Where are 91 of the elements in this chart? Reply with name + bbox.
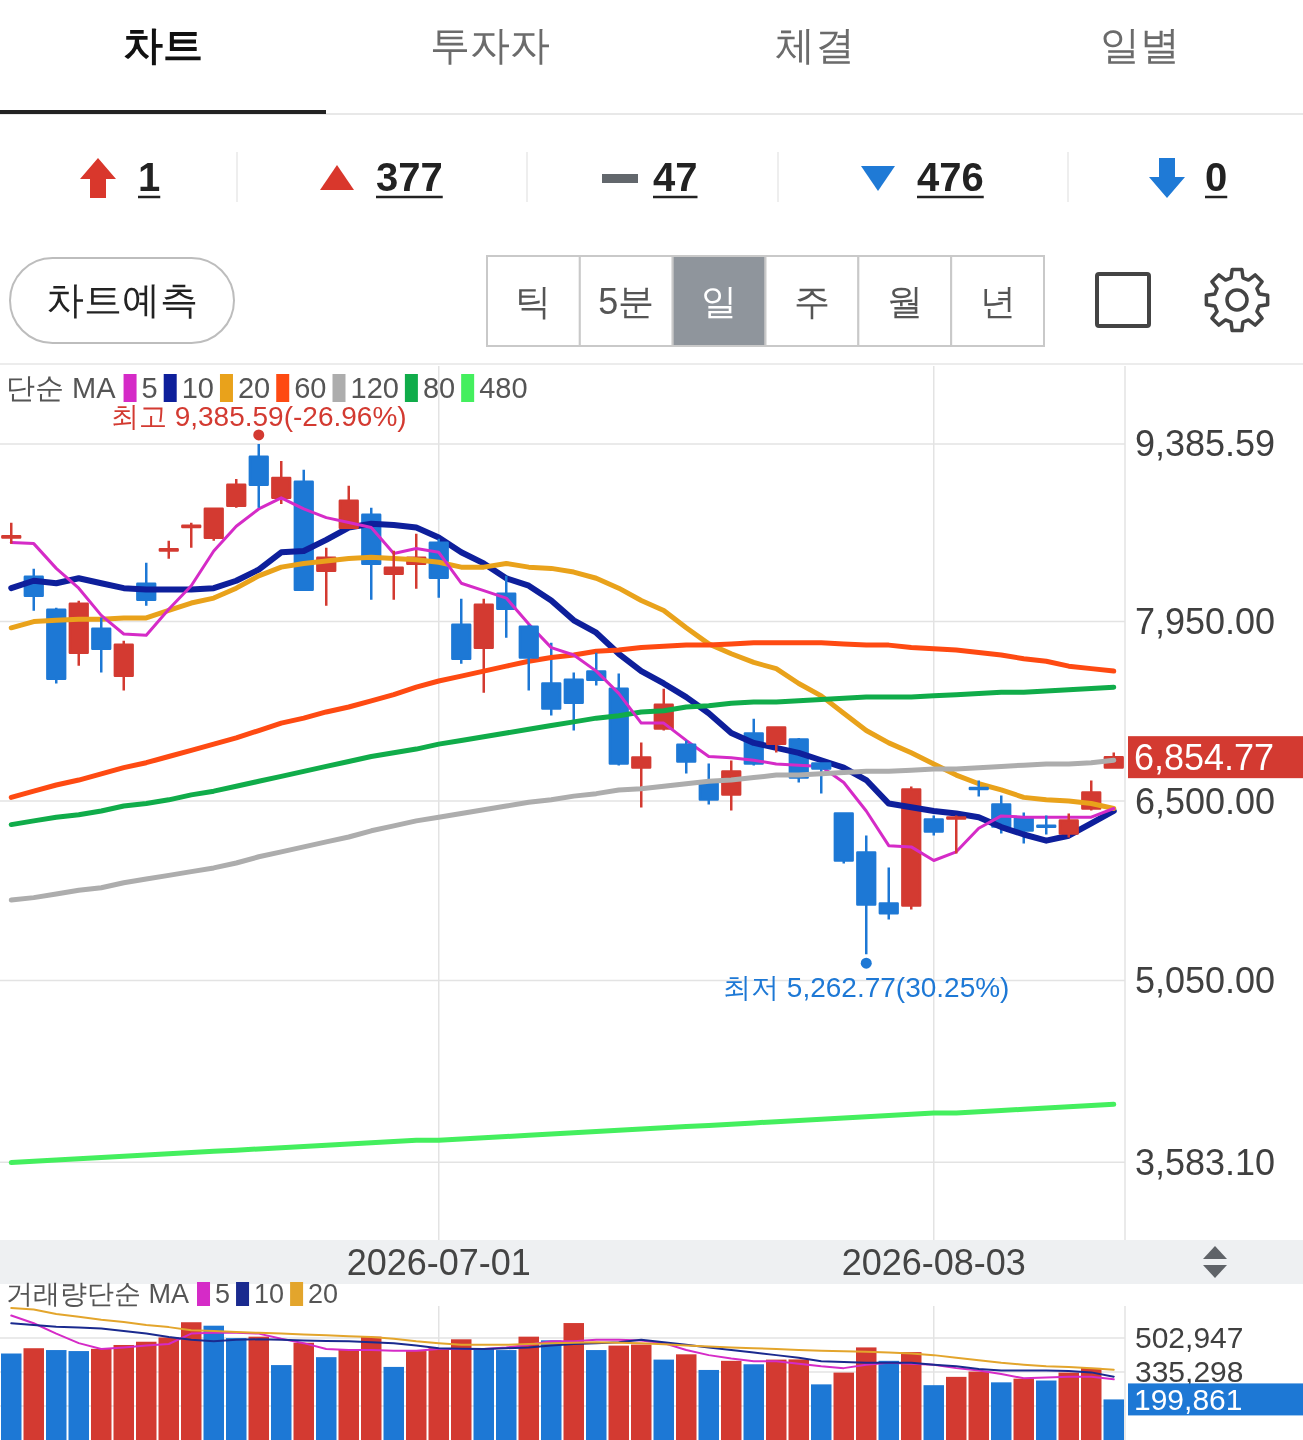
legend-label: 20 [308,1279,339,1309]
text: 1 [138,155,161,199]
text: 0 [1205,155,1228,199]
bar [676,1354,697,1440]
bar [46,1350,67,1440]
bar [743,1364,764,1440]
bar [383,1366,404,1440]
bar [653,1359,674,1440]
bar [1103,1399,1124,1440]
text: 377 [376,155,443,199]
bar [968,1371,989,1440]
button: 틱 [486,255,581,347]
legend-label: 120 [350,372,399,404]
button: 년 [950,255,1045,347]
button: 차트예측 [9,257,235,344]
legend-label: 20 [237,372,271,404]
bar [1058,1372,1079,1440]
legend-label: 10 [254,1279,285,1309]
bar [248,1336,269,1440]
bar [113,1344,134,1440]
bar [1036,1380,1057,1440]
bar [631,1344,652,1440]
bar [698,1369,719,1440]
button: 주 [764,255,860,347]
bar [203,1325,224,1440]
bar [608,1345,629,1440]
text: 476 [917,155,984,199]
annotation: 최고 9,385.59(-26.96%) [110,401,407,433]
bar [271,1365,292,1440]
bar [1081,1367,1102,1440]
bar [1013,1378,1034,1440]
bar [496,1350,517,1440]
x-tick-label: 2026-08-03 [841,1241,1026,1283]
bar [428,1348,449,1440]
bar [473,1348,494,1440]
legend-title: 거래량단순 MA [6,1279,190,1309]
button: 월 [857,255,953,347]
bar [226,1338,247,1440]
bar [68,1351,89,1440]
bar [1,1353,22,1440]
bar [406,1351,427,1440]
bar [91,1348,112,1440]
note: 6,854.77 [1128,736,1303,779]
button: 5분 [578,255,674,347]
bar [833,1372,854,1440]
bar [158,1337,179,1440]
bar [586,1350,607,1440]
bar [361,1336,382,1440]
text: 차트 [123,23,203,67]
bar [991,1382,1012,1440]
note: 최고 9,385.59(-26.96%) [110,401,407,441]
bar [451,1339,472,1440]
bar [316,1357,337,1440]
legend-label: 80 [422,372,456,404]
legend-label: 5 [215,1279,231,1309]
bar [766,1359,787,1440]
legend-label: 480 [479,372,528,404]
text: 체결 [775,23,855,67]
y-tick-label: 7,950.00 [1135,601,1276,643]
bar [946,1376,967,1440]
note: 최저 5,262.77(30.25%) [723,957,1010,1003]
bar [923,1385,944,1440]
bar [811,1384,832,1440]
y-tick-label: 3,583.10 [1135,1141,1276,1183]
bar [518,1336,539,1440]
y-tick-label: 502,947 [1135,1321,1244,1355]
legend-label: 5 [141,372,158,404]
bar [788,1359,809,1440]
bar [181,1322,202,1440]
legend-label: 10 [181,372,214,404]
y-tick-label: 5,050.00 [1135,960,1276,1002]
bar [563,1323,584,1440]
x-tick-label: 2026-07-01 [346,1241,531,1283]
bar [338,1349,359,1440]
button: 일 [671,255,767,347]
annotation: 최저 5,262.77(30.25%) [723,971,1010,1003]
bar [293,1342,314,1440]
text: 47 [653,155,698,199]
bar [721,1360,742,1440]
bar [856,1347,877,1440]
legend-label: 60 [294,372,327,404]
bar [541,1340,562,1440]
legend-title: 단순 MA [6,372,117,404]
text: 투자자 [430,23,550,67]
bar [878,1360,899,1440]
bar [23,1348,44,1440]
bar [901,1352,922,1440]
text: 일별 [1100,23,1180,67]
bar [136,1341,157,1440]
y-tick-label: 9,385.59 [1135,423,1276,465]
y-tick-label: 6,500.00 [1135,780,1276,822]
